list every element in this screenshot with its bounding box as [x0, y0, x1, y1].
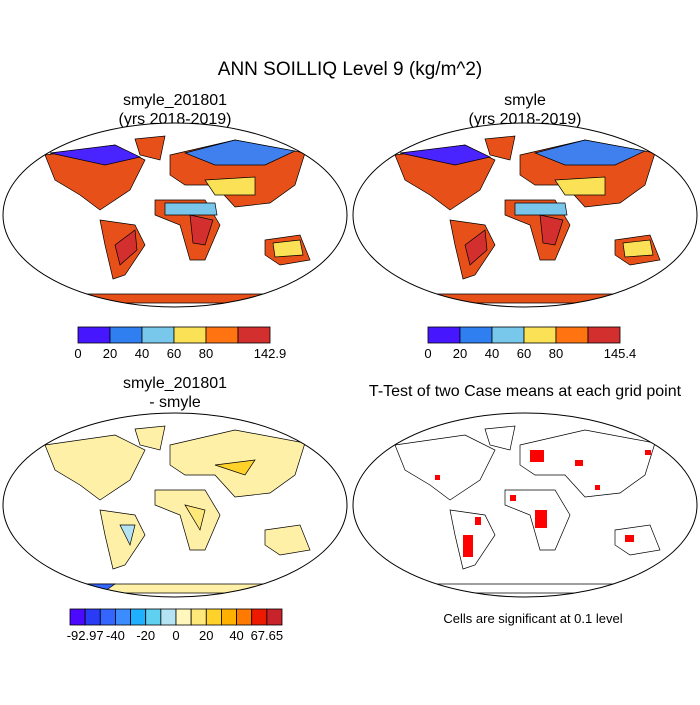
colorbar-label: -92.97	[67, 628, 104, 643]
colorbar-box	[555, 326, 589, 344]
panel-title: smyle	[504, 92, 546, 109]
colorbar-box	[77, 326, 111, 344]
colorbar-label: 60	[517, 346, 531, 361]
colorbar-box	[491, 326, 525, 344]
colorbar-label: 20	[103, 346, 117, 361]
panel-title: T-Test of two Case means at each grid po…	[369, 383, 682, 400]
colorbar-box	[237, 326, 271, 344]
colorbar-box	[175, 608, 192, 626]
colorbar-label: 60	[167, 346, 181, 361]
colorbar-label: 40	[135, 346, 149, 361]
colorbar-box	[141, 326, 175, 344]
colorbar-box	[190, 608, 207, 626]
map-border	[352, 122, 698, 308]
panel-title: - smyle	[149, 394, 201, 411]
colorbar-box	[266, 608, 283, 626]
map-border	[2, 122, 348, 308]
colorbar-box	[205, 608, 222, 626]
colorbar-label: 80	[549, 346, 563, 361]
colorbar-label: 80	[199, 346, 213, 361]
colorbar-label: 0	[74, 346, 81, 361]
map-border	[2, 412, 348, 598]
colorbar-box	[160, 608, 177, 626]
colorbar-box	[145, 608, 162, 626]
colorbar-box	[205, 326, 239, 344]
colorbar-box	[109, 326, 143, 344]
colorbar-label: 40	[229, 628, 243, 643]
colorbar-label: 20	[199, 628, 213, 643]
panel-title: smyle_201801	[123, 92, 227, 109]
colorbar-box	[236, 608, 253, 626]
note: Cells are significant at 0.1 level	[443, 611, 622, 626]
colorbar-label: 142.9	[254, 346, 287, 361]
colorbar-box	[173, 326, 207, 344]
colorbar-label: -20	[136, 628, 155, 643]
colorbar-label: 20	[453, 346, 467, 361]
colorbar-label: 145.4	[604, 346, 637, 361]
colorbar-label: 40	[485, 346, 499, 361]
colorbar-label: 0	[172, 628, 179, 643]
colorbar-label: 67.65	[251, 628, 284, 643]
map-border	[352, 412, 698, 598]
colorbar-box	[523, 326, 557, 344]
colorbar-box	[251, 608, 268, 626]
colorbar-box	[84, 608, 101, 626]
colorbar-box	[130, 608, 147, 626]
colorbar-box	[427, 326, 461, 344]
panel-title: smyle_201801	[123, 375, 227, 392]
colorbar-box	[69, 608, 86, 626]
colorbar-box	[221, 608, 237, 626]
colorbar-box	[459, 326, 493, 344]
colorbar-box	[115, 608, 131, 626]
colorbar-box	[587, 326, 621, 344]
colorbar-label: 0	[424, 346, 431, 361]
colorbar-label: -40	[106, 628, 125, 643]
colorbar-box	[99, 608, 116, 626]
figure-title: ANN SOILLIQ Level 9 (kg/m^2)	[218, 59, 482, 80]
